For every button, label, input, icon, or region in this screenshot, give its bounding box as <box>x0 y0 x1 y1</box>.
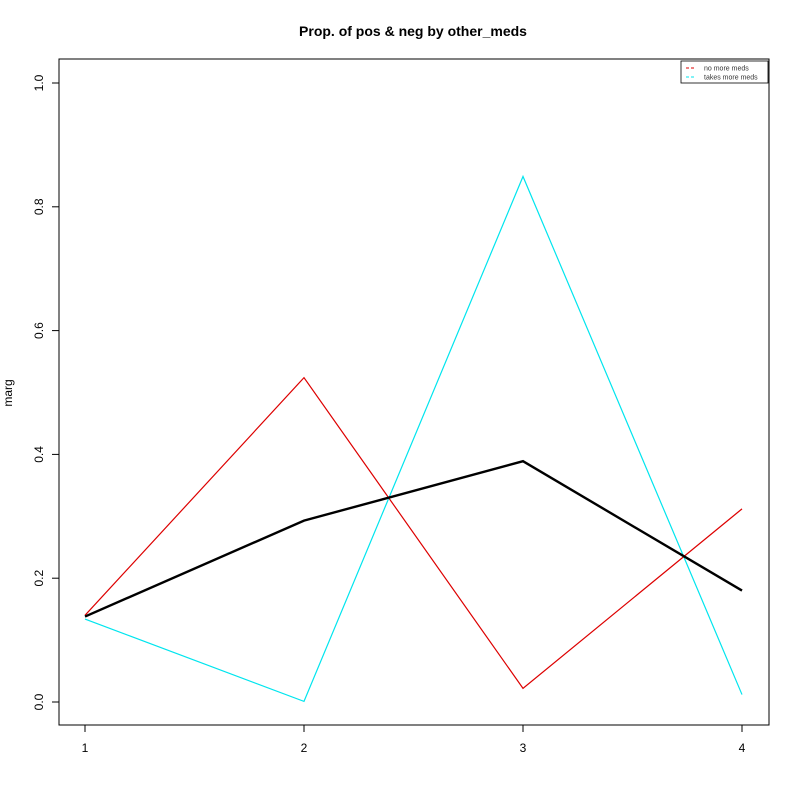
x-tick-label: 3 <box>520 741 527 755</box>
x-tick-label: 4 <box>739 741 746 755</box>
x-tick-label: 2 <box>301 741 308 755</box>
y-axis-label: marg <box>1 379 15 406</box>
y-tick-label: 0.6 <box>32 322 46 339</box>
series-layer <box>84 174 743 703</box>
y-tick-label: 0.0 <box>32 693 46 710</box>
x-axis: 1 2 3 4 <box>82 724 746 755</box>
y-tick-label: 0.2 <box>32 570 46 587</box>
legend-label: no more meds <box>704 66 749 73</box>
y-tick-label: 0.8 <box>32 198 46 215</box>
legend: no more meds takes more meds <box>680 60 769 84</box>
plot-frame <box>58 58 770 726</box>
legend-label: takes more meds <box>704 75 758 82</box>
series-line-no-more-meds <box>84 376 743 690</box>
legend-box <box>680 60 769 84</box>
chart-title: Prop. of pos & neg by other_meds <box>299 23 527 39</box>
series-line-takes-more-meds <box>84 174 743 703</box>
y-tick-label: 1.0 <box>32 74 46 91</box>
series-line-marginal <box>84 459 743 618</box>
y-tick-label: 0.4 <box>32 446 46 463</box>
x-tick-label: 1 <box>82 741 89 755</box>
y-axis: 0.0 0.2 0.4 0.6 0.8 1.0 <box>32 74 60 710</box>
